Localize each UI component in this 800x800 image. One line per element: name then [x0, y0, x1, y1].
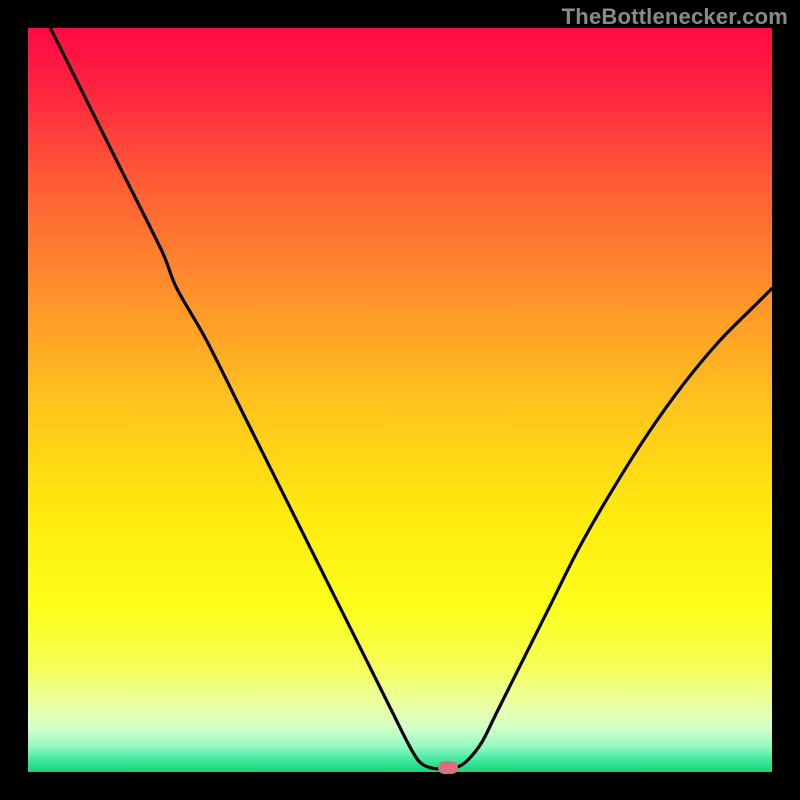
chart-container: TheBottlenecker.com	[0, 0, 800, 800]
plot-area	[28, 28, 772, 772]
bottleneck-curve	[28, 28, 772, 772]
watermark-text: TheBottlenecker.com	[562, 4, 788, 30]
optimal-point-marker	[438, 761, 458, 774]
